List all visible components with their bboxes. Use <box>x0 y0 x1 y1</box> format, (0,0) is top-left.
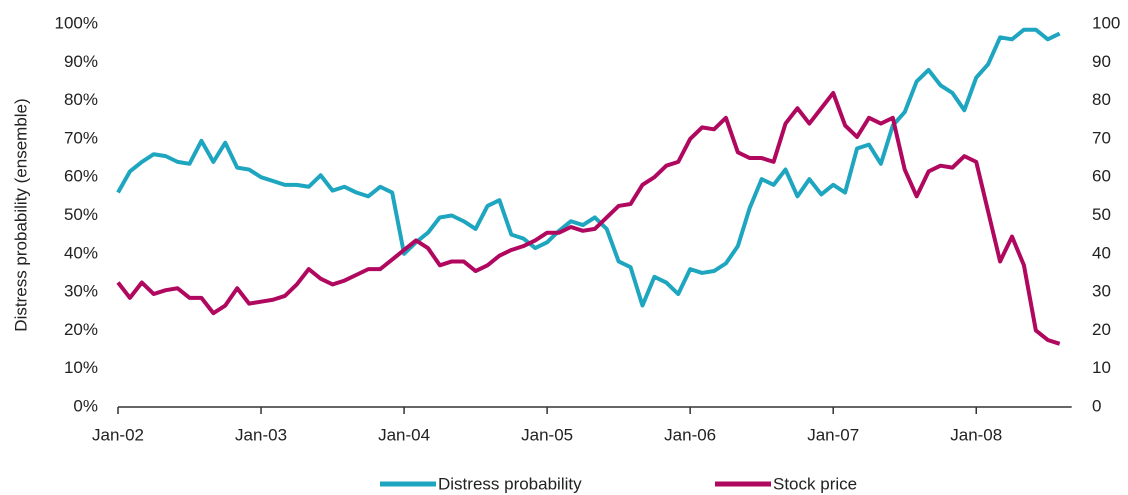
series-line <box>116 90 1061 346</box>
y2-tick-label: 10 <box>1092 358 1111 377</box>
x-tick-label: Jan-04 <box>378 425 430 444</box>
y2-tick-label: 30 <box>1092 282 1111 301</box>
y-tick-label: 10% <box>64 358 98 377</box>
y2-tick-label: 50 <box>1092 205 1111 224</box>
y-tick-label: 50% <box>64 205 98 224</box>
y-tick-label: 100% <box>55 13 98 32</box>
y-tick-label: 70% <box>64 128 98 147</box>
x-tick-label: Jan-02 <box>92 425 144 444</box>
y2-tick-label: 70 <box>1092 128 1111 147</box>
y2-tick-label: 0 <box>1092 396 1101 415</box>
y2-tick-label: 60 <box>1092 167 1111 186</box>
series-line <box>116 27 1061 308</box>
y-tick-label: 30% <box>64 282 98 301</box>
y2-tick-label: 80 <box>1092 90 1111 109</box>
x-tick-label: Jan-05 <box>521 425 573 444</box>
x-tick-label: Jan-03 <box>235 425 287 444</box>
x-tick-label: Jan-08 <box>950 425 1002 444</box>
x-tick-label: Jan-06 <box>664 425 716 444</box>
y-tick-label: 0% <box>73 396 98 415</box>
y2-tick-label: 20 <box>1092 320 1111 339</box>
y2-tick-label: 90 <box>1092 52 1111 71</box>
y2-tick-label: 40 <box>1092 243 1111 262</box>
y-tick-label: 60% <box>64 167 98 186</box>
x-tick-label: Jan-07 <box>807 425 859 444</box>
y-tick-label: 90% <box>64 52 98 71</box>
legend-label: Stock price <box>773 474 857 493</box>
y-tick-label: 40% <box>64 243 98 262</box>
y-tick-label: 20% <box>64 320 98 339</box>
y-axis-title: Distress probability (ensemble) <box>11 98 30 331</box>
legend-label: Distress probability <box>438 474 582 493</box>
y-tick-label: 80% <box>64 90 98 109</box>
y2-tick-label: 100 <box>1092 13 1120 32</box>
